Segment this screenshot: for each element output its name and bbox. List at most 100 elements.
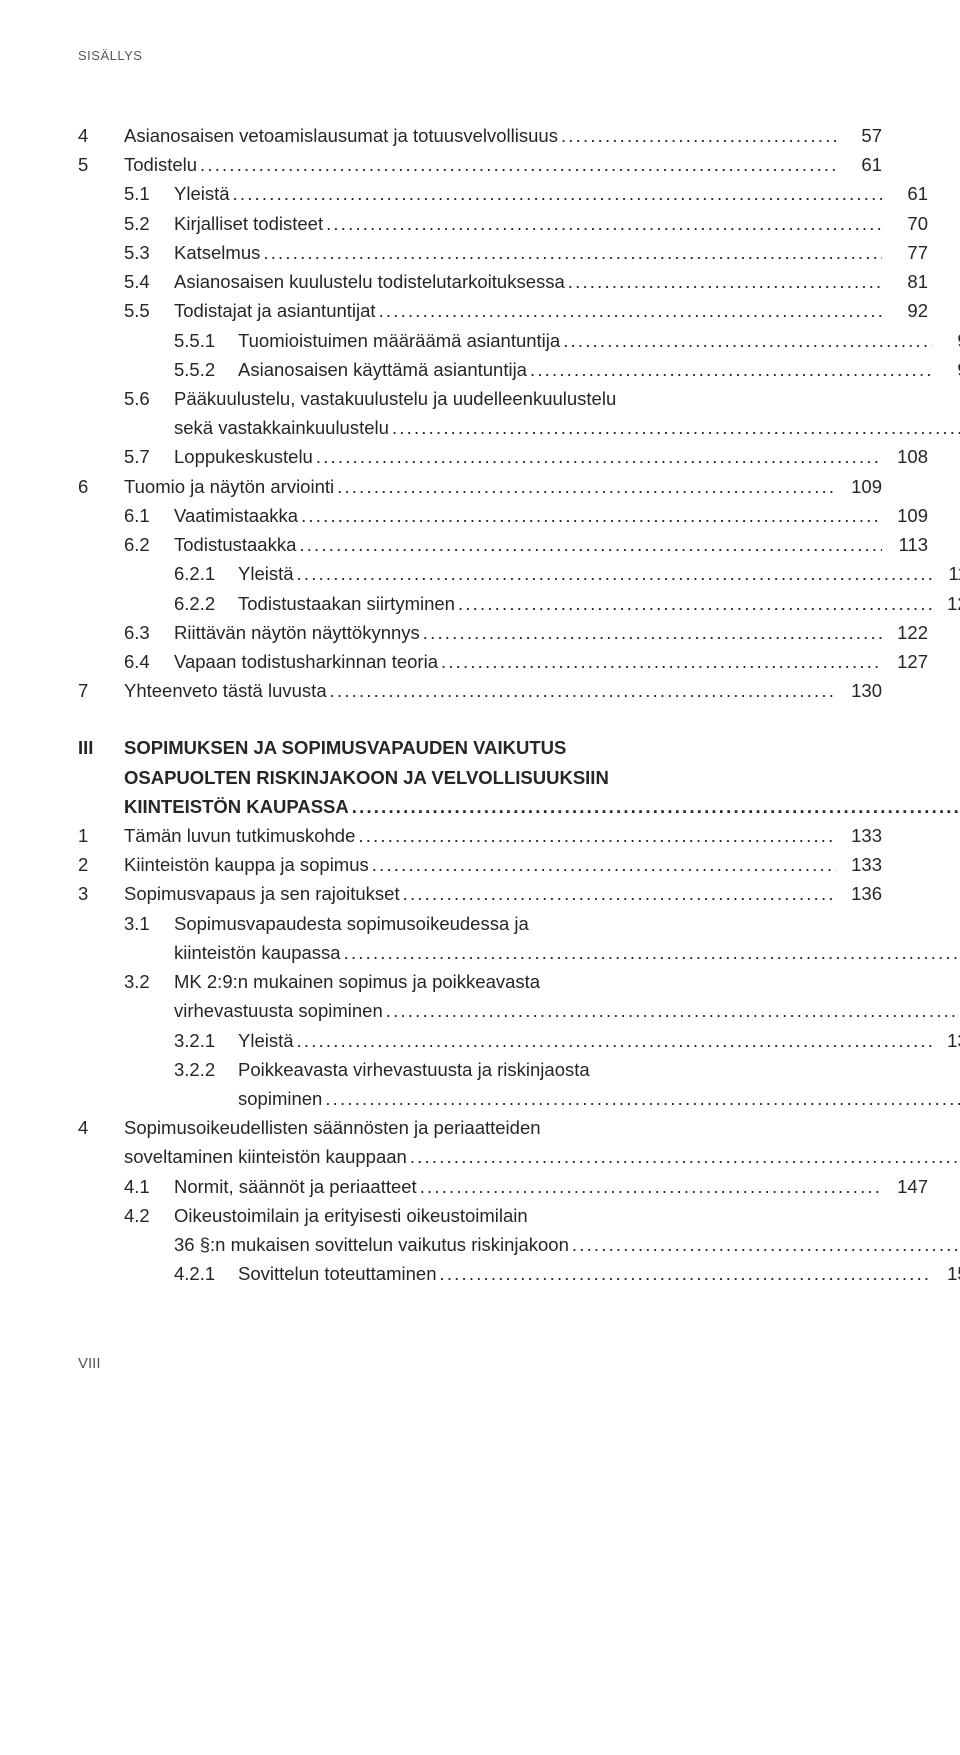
toc-label: soveltaminen kiinteistön kauppaan <box>124 1142 407 1171</box>
toc-number: 5 <box>78 150 124 179</box>
toc-label: Kirjalliset todisteet <box>174 209 323 238</box>
toc-page: 61 <box>836 150 882 179</box>
toc-label: Todistustaakan siirtyminen <box>238 589 455 618</box>
toc-page: 96 <box>932 326 960 355</box>
toc-row: 5.1Yleistä..............................… <box>78 179 928 208</box>
toc-row: 5.5.1Tuomioistuimen määräämä asiantuntij… <box>78 326 960 355</box>
toc-leader: ........................................… <box>383 996 960 1025</box>
toc-leader: ........................................… <box>296 530 882 559</box>
toc-label: Todistajat ja asiantuntijat <box>174 296 376 325</box>
toc-label-lastline: sopiminen...............................… <box>238 1084 960 1113</box>
toc-number: 6.4 <box>124 647 174 676</box>
toc-row: 3.2.2Poikkeavasta virhevastuusta ja risk… <box>78 1055 960 1113</box>
toc-leader: ........................................… <box>298 501 882 530</box>
toc-number: 5.4 <box>124 267 174 296</box>
toc-label: Sovittelun toteuttaminen <box>238 1259 437 1288</box>
toc-leader: ........................................… <box>527 355 932 384</box>
toc-label-line: MK 2:9:n mukainen sopimus ja poikkeavast… <box>174 967 960 996</box>
toc-row: 6.2.2Todistustaakan siirtyminen.........… <box>78 589 960 618</box>
toc-number: 6.2.2 <box>174 589 238 618</box>
toc-leader: ........................................… <box>197 150 836 179</box>
toc-label: Todistustaakka <box>174 530 296 559</box>
section-title-body: SOPIMUKSEN JA SOPIMUSVAPAUDEN VAIKUTUSOS… <box>124 733 960 821</box>
toc-page: 92 <box>882 296 928 325</box>
section-title-line: OSAPUOLTEN RISKINJAKOON JA VELVOLLISUUKS… <box>124 763 960 792</box>
toc-number: 2 <box>78 850 124 879</box>
toc-page: 70 <box>882 209 928 238</box>
toc-page: 130 <box>836 676 882 705</box>
toc-root: 4Asianosaisen vetoamislausumat ja totuus… <box>78 121 882 1289</box>
toc-label-line: Sopimusvapaudesta sopimusoikeudessa ja <box>174 909 960 938</box>
toc-page: 57 <box>836 121 882 150</box>
toc-row: 6.1Vaatimistaakka.......................… <box>78 501 928 530</box>
toc-number: 6.2 <box>124 530 174 559</box>
toc-row: 6Tuomio ja näytön arviointi.............… <box>78 472 882 501</box>
toc-number: 6.1 <box>124 501 174 530</box>
toc-page: 109 <box>836 472 882 501</box>
toc-number: 3 <box>78 879 124 908</box>
toc-leader: ........................................… <box>560 326 932 355</box>
toc-number: 5.2 <box>124 209 174 238</box>
toc-page: 122 <box>882 618 928 647</box>
toc-label: virhevastuusta sopiminen <box>174 996 383 1025</box>
toc-row: 5.5Todistajat ja asiantuntijat..........… <box>78 296 928 325</box>
toc-leader: ........................................… <box>294 1026 932 1055</box>
toc-multiline-body: Pääkuulustelu, vastakuulustelu ja uudell… <box>174 384 960 442</box>
toc-row: 4.2.1Sovittelun toteuttaminen...........… <box>78 1259 960 1288</box>
toc-row: 3Sopimusvapaus ja sen rajoitukset.......… <box>78 879 882 908</box>
toc-row: 4Sopimusoikeudellisten säännösten ja per… <box>78 1113 882 1171</box>
toc-leader: ........................................… <box>455 589 932 618</box>
toc-number: 5.3 <box>124 238 174 267</box>
toc-page: 113 <box>882 530 928 559</box>
toc-leader: ........................................… <box>420 618 882 647</box>
toc-multiline-body: Oikeustoimilain ja erityisesti oikeustoi… <box>174 1201 960 1259</box>
toc-label-lastline: virhevastuusta sopiminen................… <box>174 996 960 1025</box>
toc-number: 7 <box>78 676 124 705</box>
toc-leader: ........................................… <box>260 238 882 267</box>
toc-leader: ........................................… <box>313 442 882 471</box>
toc-label: Asianosaisen vetoamislausumat ja totuusv… <box>124 121 558 150</box>
toc-label: Yleistä <box>238 559 294 588</box>
toc-page: 113 <box>932 559 960 588</box>
toc-number: 5.5.2 <box>174 355 238 384</box>
toc-number: 6.2.1 <box>174 559 238 588</box>
page-number: VIII <box>78 1355 882 1372</box>
toc-label-lastline: kiinteistön kaupassa....................… <box>174 938 960 967</box>
toc-row: 5.3Katselmus............................… <box>78 238 928 267</box>
toc-number: 5.1 <box>124 179 174 208</box>
section-roman: III <box>78 733 124 762</box>
toc-number: 4.2 <box>124 1201 174 1230</box>
toc-label-lastline: sekä vastakkainkuulustelu...............… <box>174 413 960 442</box>
toc-page: 108 <box>882 442 928 471</box>
toc-multiline-body: Sopimusoikeudellisten säännösten ja peri… <box>124 1113 960 1171</box>
toc-row: 5.2Kirjalliset todisteet................… <box>78 209 928 238</box>
page-container: SISÄLLYS 4Asianosaisen vetoamislausumat … <box>0 0 960 1420</box>
toc-leader: ........................................… <box>389 413 960 442</box>
toc-row: 6.3Riittävän näytön näyttökynnys........… <box>78 618 928 647</box>
toc-row: 1Tämän luvun tutkimuskohde..............… <box>78 821 882 850</box>
toc-page: 136 <box>836 879 882 908</box>
toc-label: Tuomioistuimen määräämä asiantuntija <box>238 326 560 355</box>
toc-multiline-body: MK 2:9:n mukainen sopimus ja poikkeavast… <box>174 967 960 1025</box>
toc-row: 4.1Normit, säännöt ja periaatteet.......… <box>78 1172 928 1201</box>
toc-row: 5.5.2Asianosaisen käyttämä asiantuntija.… <box>78 355 960 384</box>
toc-label-lastline: soveltaminen kiinteistön kauppaan.......… <box>124 1142 960 1171</box>
toc-leader: ........................................… <box>349 792 960 821</box>
toc-label: Kiinteistön kauppa ja sopimus <box>124 850 369 879</box>
toc-label: Todistelu <box>124 150 197 179</box>
toc-number: 5.7 <box>124 442 174 471</box>
toc-label-line: Pääkuulustelu, vastakuulustelu ja uudell… <box>174 384 960 413</box>
toc-number: 4 <box>78 121 124 150</box>
toc-label: Vapaan todistusharkinnan teoria <box>174 647 438 676</box>
toc-leader: ........................................… <box>417 1172 882 1201</box>
toc-row: 4.2Oikeustoimilain ja erityisesti oikeus… <box>78 1201 928 1259</box>
toc-number: 5.6 <box>124 384 174 413</box>
toc-leader: ........................................… <box>230 179 882 208</box>
toc-label: Katselmus <box>174 238 260 267</box>
toc-number: 3.2 <box>124 967 174 996</box>
section-heading: IIISOPIMUKSEN JA SOPIMUSVAPAUDEN VAIKUTU… <box>78 733 882 821</box>
toc-row: 3.1Sopimusvapaudesta sopimusoikeudessa j… <box>78 909 928 967</box>
toc-page: 61 <box>882 179 928 208</box>
toc-row: 2Kiinteistön kauppa ja sopimus..........… <box>78 850 882 879</box>
toc-page: 133 <box>836 821 882 850</box>
